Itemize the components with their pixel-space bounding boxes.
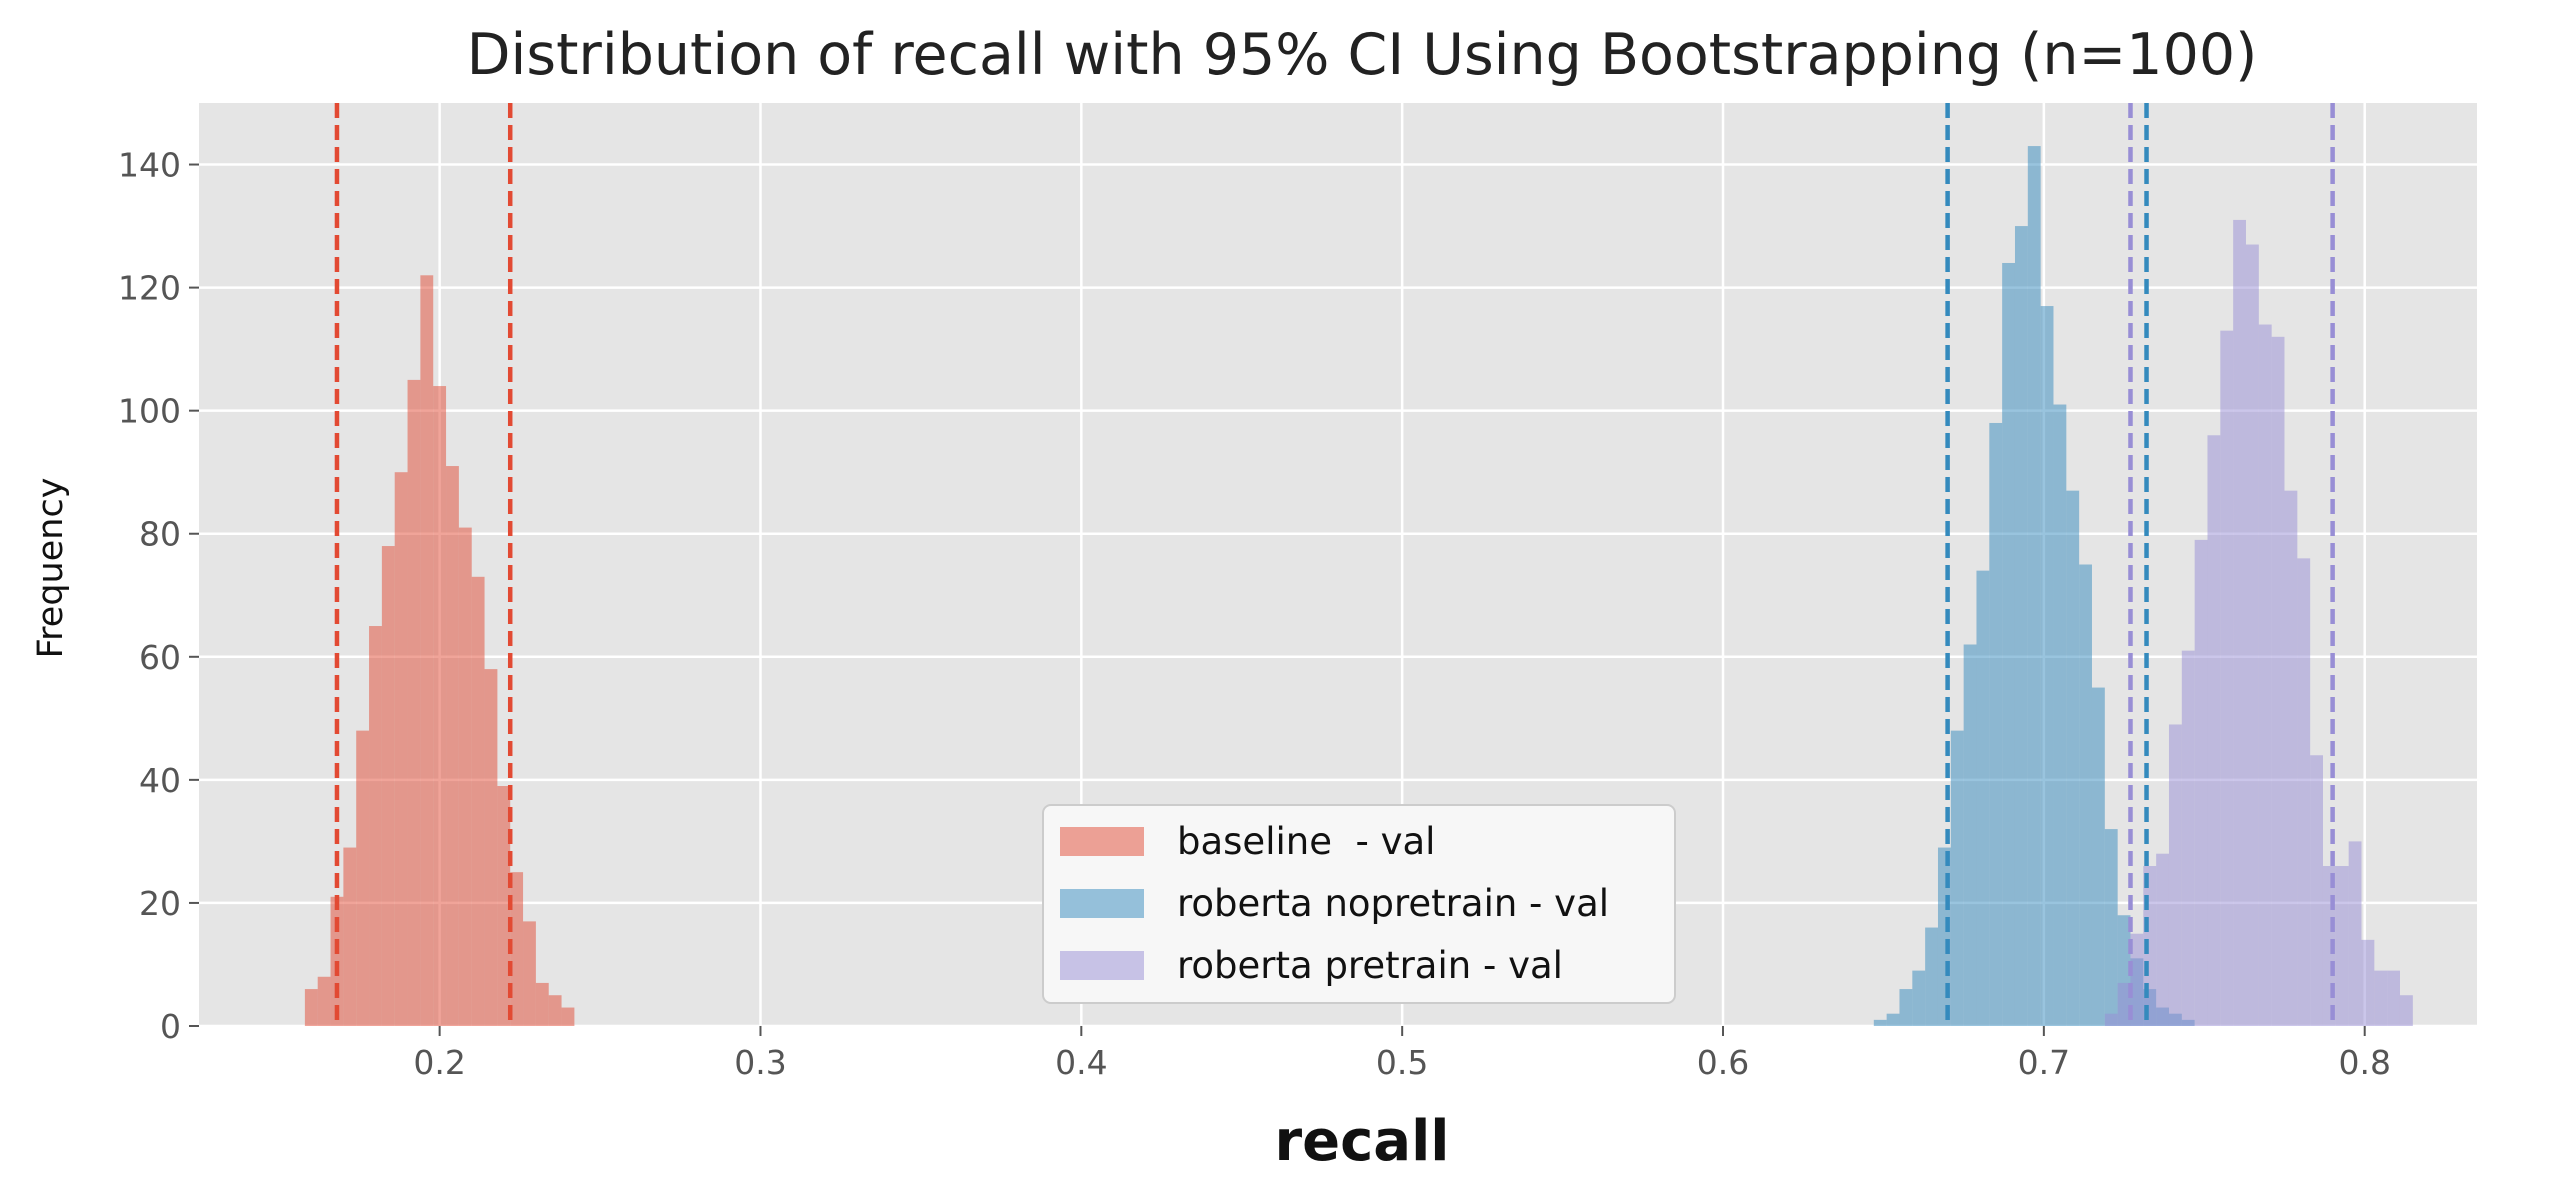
bar-series0-bin0 (304, 989, 318, 1026)
bar-series2-bin18 (2335, 866, 2349, 1026)
y-tick-label-5: 100 (118, 392, 181, 431)
bar-series2-bin7 (2194, 539, 2208, 1026)
bar-series0-bin15 (497, 786, 511, 1026)
bar-series0-bin4 (356, 730, 370, 1026)
bar-series1-bin10 (2002, 262, 2015, 1026)
x-tick-label-1: 0.3 (734, 1043, 786, 1082)
y-axis-label: Frequency (31, 478, 71, 659)
bar-series0-bin11 (446, 466, 459, 1027)
bar-series0-bin5 (369, 626, 382, 1026)
legend-swatch-1 (1060, 889, 1144, 918)
bar-series1-bin13 (2040, 306, 2054, 1026)
legend-entries: baseline - val roberta nopretrain - val ro… (1060, 820, 1609, 987)
bar-series2-bin23 (2399, 995, 2413, 1026)
bar-series0-bin10 (433, 386, 447, 1026)
y-tick-label-0: 0 (160, 1007, 181, 1046)
y-tick-label-2: 40 (139, 761, 181, 800)
x-axis-label: recall (1275, 1109, 1450, 1174)
bar-series2-bin21 (2374, 970, 2388, 1026)
bar-series1-bin11 (2014, 226, 2028, 1027)
bar-series0-bin17 (523, 921, 536, 1026)
bar-series2-bin22 (2387, 970, 2400, 1026)
bar-series2-bin16 (2310, 755, 2323, 1026)
x-tick-label-5: 0.7 (2018, 1043, 2070, 1082)
bar-series2-bin9 (2220, 330, 2234, 1026)
bar-series2-bin1 (2117, 982, 2131, 1026)
axis-ticks: 0.2 0.3 0.4 0.5 0.6 0.7 0.8 0 20 40 60 80 100 120 140 (118, 146, 2391, 1082)
bar-series2-bin5 (2168, 724, 2182, 1026)
bar-series1-bin6 (1950, 730, 1964, 1026)
y-tick-label-6: 120 (118, 269, 181, 308)
bar-series0-bin9 (420, 275, 434, 1026)
bar-series1-bin15 (2066, 490, 2080, 1026)
legend: baseline - val roberta nopretrain - val ro… (1042, 804, 1676, 1004)
bar-series1-bin2 (1899, 989, 1913, 1026)
bar-series1-bin8 (1976, 570, 1990, 1026)
bar-series2-bin19 (2348, 841, 2362, 1026)
bar-series2-bin10 (2233, 219, 2246, 1026)
bar-series1-bin12 (2027, 146, 2041, 1026)
bar-series1-bin18 (2104, 829, 2118, 1026)
bar-series0-bin13 (471, 576, 485, 1026)
bar-series1-bin5 (1937, 847, 1951, 1026)
legend-label-0: baseline - val (1177, 820, 1435, 863)
bar-series2-bin0 (2104, 1013, 2118, 1026)
bar-series0-bin14 (484, 669, 498, 1026)
bar-series1-bin9 (1989, 422, 2003, 1026)
bar-series1-bin0 (1873, 1019, 1887, 1026)
bar-series2-bin15 (2297, 558, 2311, 1026)
legend-swatch-2 (1060, 951, 1144, 980)
histogram-bars (304, 146, 2413, 1027)
legend-label-2: roberta pretrain - val (1177, 944, 1563, 987)
legend-box (1042, 804, 1676, 1004)
legend-swatch-0 (1060, 827, 1144, 856)
x-tick-label-3: 0.5 (1376, 1043, 1428, 1082)
bar-series0-bin6 (381, 546, 395, 1026)
bar-series1-bin4 (1925, 927, 1938, 1026)
bar-series0-bin3 (343, 847, 357, 1026)
bar-series1-bin3 (1912, 970, 1926, 1026)
bar-series1-bin1 (1886, 1013, 1900, 1026)
legend-label-1: roberta nopretrain - val (1177, 882, 1609, 925)
x-tick-label-0: 0.2 (413, 1043, 465, 1082)
bar-series2-bin12 (2258, 324, 2272, 1026)
bar-series2-bin6 (2181, 650, 2195, 1026)
bar-series0-bin12 (458, 527, 472, 1026)
y-tick-label-1: 20 (139, 884, 181, 923)
bar-series0-bin16 (510, 872, 524, 1026)
bar-series1-bin16 (2079, 564, 2092, 1026)
y-tick-label-3: 60 (139, 638, 181, 677)
bar-series1-bin7 (1963, 644, 1977, 1026)
chart-title: Distribution of recall with 95% CI Using… (467, 22, 2258, 88)
bar-series0-bin7 (394, 472, 408, 1026)
bar-series1-bin14 (2053, 404, 2067, 1027)
x-tick-label-6: 0.8 (2338, 1043, 2390, 1082)
y-tick-label-4: 80 (139, 515, 181, 554)
y-tick-label-7: 140 (118, 146, 181, 185)
bar-series0-bin1 (317, 976, 331, 1026)
bar-series0-bin8 (407, 379, 421, 1026)
bar-series2-bin13 (2271, 336, 2285, 1026)
bar-series2-bin11 (2245, 244, 2259, 1026)
bar-series0-bin20 (561, 1007, 575, 1026)
x-tick-label-2: 0.4 (1055, 1043, 1107, 1082)
bar-series1-bin17 (2091, 687, 2105, 1026)
bar-series2-bin20 (2361, 939, 2375, 1026)
x-tick-label-4: 0.6 (1697, 1043, 1749, 1082)
bar-series2-bin8 (2207, 435, 2221, 1026)
bar-series0-bin19 (548, 995, 562, 1026)
bar-series2-bin14 (2284, 490, 2298, 1026)
bar-series2-bin4 (2156, 853, 2169, 1026)
bar-series2-bin2 (2130, 933, 2144, 1026)
bar-series0-bin18 (535, 982, 549, 1026)
